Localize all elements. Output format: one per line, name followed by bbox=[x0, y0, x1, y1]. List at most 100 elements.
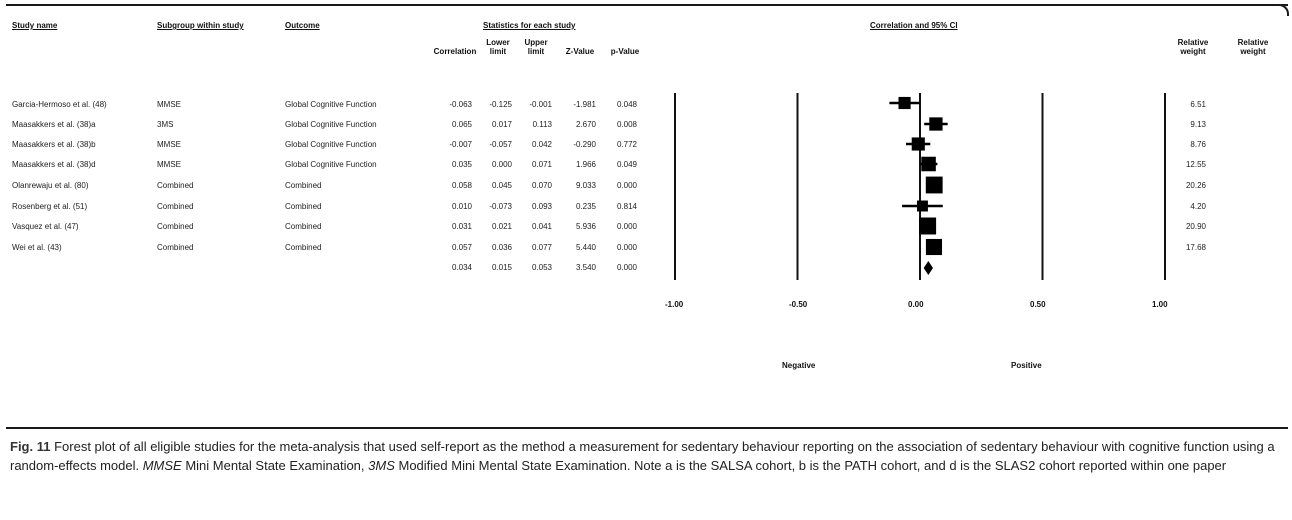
negative-label: Negative bbox=[782, 361, 816, 370]
summary-correlation: 0.034 bbox=[451, 263, 472, 272]
upper-limit-value: 0.070 bbox=[531, 181, 552, 190]
summary-p-value: 0.000 bbox=[616, 263, 637, 272]
relative-weight: 6.51 bbox=[1190, 100, 1206, 109]
header-relative-weight-1: Relative weight bbox=[1177, 38, 1209, 56]
z-value: 5.936 bbox=[575, 222, 596, 231]
caption-text-1: Forest plot of all eligible studies for … bbox=[10, 439, 1275, 473]
header-p-value: p-Value bbox=[610, 47, 640, 56]
positive-label: Positive bbox=[1011, 361, 1042, 370]
study-name: Olanrewaju et al. (80) bbox=[12, 181, 89, 190]
lower-limit-value: 0.017 bbox=[491, 120, 512, 129]
lower-limit-value: 0.000 bbox=[491, 160, 512, 169]
study-effect-marker bbox=[921, 156, 936, 172]
outcome: Global Cognitive Function bbox=[285, 160, 377, 169]
z-value: 5.440 bbox=[575, 243, 596, 252]
study-effect-marker bbox=[925, 238, 943, 256]
caption-text-3: Modified Mini Mental State Examination. … bbox=[394, 458, 1227, 473]
summary-diamond bbox=[923, 261, 933, 275]
subgroup: MMSE bbox=[157, 160, 181, 169]
relative-weight: 17.68 bbox=[1185, 243, 1206, 252]
tick-label: 0.50 bbox=[1030, 300, 1046, 309]
lower-limit-value: 0.036 bbox=[491, 243, 512, 252]
forest-plot bbox=[674, 93, 1166, 280]
outcome: Combined bbox=[285, 243, 322, 252]
p-value: 0.772 bbox=[616, 140, 637, 149]
upper-limit-value: -0.001 bbox=[529, 100, 552, 109]
relative-weight: 8.76 bbox=[1190, 140, 1206, 149]
p-value: 0.000 bbox=[616, 222, 637, 231]
study-name: Maasakkers et al. (38)a bbox=[12, 120, 96, 129]
caption-abbr-1: MMSE bbox=[142, 458, 182, 473]
header-subgroup: Subgroup within study bbox=[157, 21, 244, 30]
correlation-value: 0.058 bbox=[451, 181, 472, 190]
z-value: -0.290 bbox=[573, 140, 596, 149]
study-effect-marker bbox=[929, 117, 943, 131]
correlation-value: 0.010 bbox=[451, 202, 472, 211]
study-name: Maasakkers et al. (38)b bbox=[12, 140, 96, 149]
p-value: 0.049 bbox=[616, 160, 637, 169]
relative-weight: 20.26 bbox=[1185, 181, 1206, 190]
outcome: Global Cognitive Function bbox=[285, 120, 377, 129]
correlation-value: 0.057 bbox=[451, 243, 472, 252]
p-value: 0.000 bbox=[616, 243, 637, 252]
header-z-value: Z-Value bbox=[565, 47, 595, 56]
subgroup: MMSE bbox=[157, 100, 181, 109]
z-value: -1.981 bbox=[573, 100, 596, 109]
outcome: Global Cognitive Function bbox=[285, 140, 377, 149]
z-value: 2.670 bbox=[575, 120, 596, 129]
summary-z-value: 3.540 bbox=[575, 263, 596, 272]
header-lower-limit: Lower limit bbox=[486, 38, 510, 56]
correlation-value: -0.007 bbox=[449, 140, 472, 149]
study-effect-marker bbox=[925, 176, 943, 194]
p-value: 0.000 bbox=[616, 181, 637, 190]
top-rule bbox=[6, 4, 1288, 6]
correlation-value: 0.031 bbox=[451, 222, 472, 231]
relative-weight: 9.13 bbox=[1190, 120, 1206, 129]
z-value: 9.033 bbox=[575, 181, 596, 190]
study-name: Rosenberg et al. (51) bbox=[12, 202, 88, 211]
p-value: 0.814 bbox=[616, 202, 637, 211]
outcome: Combined bbox=[285, 181, 322, 190]
subgroup: Combined bbox=[157, 222, 194, 231]
p-value: 0.008 bbox=[616, 120, 637, 129]
subgroup: MMSE bbox=[157, 140, 181, 149]
lower-limit-value: -0.125 bbox=[489, 100, 512, 109]
caption-abbr-2: 3MS bbox=[368, 458, 395, 473]
caption-rule bbox=[6, 427, 1288, 429]
tick-label: 1.00 bbox=[1152, 300, 1168, 309]
tick-label: 0.00 bbox=[908, 300, 924, 309]
study-name: Vasquez et al. (47) bbox=[12, 222, 79, 231]
relative-weight: 12.55 bbox=[1185, 160, 1206, 169]
upper-limit-value: 0.093 bbox=[531, 202, 552, 211]
z-value: 0.235 bbox=[575, 202, 596, 211]
lower-limit-value: -0.057 bbox=[489, 140, 512, 149]
figure-label: Fig. 11 bbox=[10, 439, 51, 454]
upper-limit-value: 0.113 bbox=[532, 120, 552, 129]
study-name: Garcia-Hermoso et al. (48) bbox=[12, 100, 107, 109]
upper-limit-value: 0.071 bbox=[531, 160, 552, 169]
subgroup: Combined bbox=[157, 243, 194, 252]
header-statistics: Statistics for each study bbox=[483, 21, 576, 30]
header-relative-weight-2: Relative weight bbox=[1237, 38, 1269, 56]
caption-text-2: Mini Mental State Examination, bbox=[181, 458, 369, 473]
relative-weight: 20.90 bbox=[1185, 222, 1206, 231]
header-correlation-ci: Correlation and 95% CI bbox=[870, 21, 958, 30]
outcome: Combined bbox=[285, 202, 322, 211]
correlation-value: 0.035 bbox=[451, 160, 472, 169]
outcome: Combined bbox=[285, 222, 322, 231]
header-outcome: Outcome bbox=[285, 21, 320, 30]
tick-label: -1.00 bbox=[665, 300, 684, 309]
summary-lower-limit: 0.015 bbox=[491, 263, 512, 272]
study-effect-marker bbox=[916, 200, 928, 212]
panel-corner bbox=[1279, 4, 1289, 16]
lower-limit-value: 0.045 bbox=[491, 181, 512, 190]
summary-upper-limit: 0.053 bbox=[531, 263, 552, 272]
study-name: Maasakkers et al. (38)d bbox=[12, 160, 96, 169]
subgroup: Combined bbox=[157, 202, 194, 211]
study-effect-marker bbox=[919, 217, 937, 235]
upper-limit-value: 0.042 bbox=[531, 140, 552, 149]
header-study-name: Study name bbox=[12, 21, 58, 30]
correlation-value: 0.065 bbox=[451, 120, 472, 129]
header-upper-limit: Upper limit bbox=[524, 38, 548, 56]
